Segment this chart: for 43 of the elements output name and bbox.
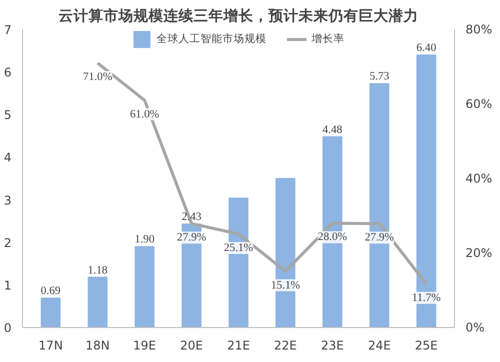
data-label: 2.43: [182, 211, 202, 224]
data-label: 71.0%: [83, 71, 113, 84]
x-tick-label: 18N: [86, 338, 110, 352]
y2-tick-label: 60%: [466, 97, 492, 111]
bar: [88, 276, 108, 328]
data-label: 25.1%: [224, 242, 254, 254]
x-tick-label: 23E: [320, 338, 344, 352]
y2-tick-label: 80%: [466, 22, 492, 36]
y-tick-label: 7: [4, 23, 12, 37]
chart-title: 云计算市场规模连续三年增长，预计未来仍有巨大潜力: [58, 6, 418, 24]
y-tick-label: 0: [4, 321, 12, 335]
x-tick-label: 17N: [38, 338, 63, 352]
data-label: 28.0%: [318, 231, 348, 244]
x-tick-label: 25E: [414, 338, 438, 352]
x-tick-label: 22E: [274, 338, 297, 352]
x-tick-label: 24E: [368, 338, 391, 352]
data-label: 5.73: [369, 70, 390, 83]
data-label: 0.69: [40, 285, 61, 298]
legend-label: 增长率: [312, 32, 344, 46]
legend-label: 全球人工智能市场规模: [156, 32, 266, 46]
data-label: 11.7%: [412, 292, 442, 304]
x-tick-label: 20E: [180, 338, 203, 352]
data-label: 27.9%: [176, 232, 207, 244]
y2-tick-label: 0%: [466, 320, 485, 334]
data-label: 1.90: [134, 234, 155, 246]
y2-tick-label: 20%: [466, 246, 492, 260]
data-label: 27.9%: [364, 232, 395, 244]
y-tick-label: 5: [4, 108, 12, 122]
y-tick-label: 6: [4, 66, 12, 80]
y-tick-label: 4: [4, 150, 12, 165]
x-tick-label: 19E: [133, 338, 156, 352]
data-label: 6.40: [416, 42, 437, 54]
bar: [134, 246, 154, 328]
data-label: 4.48: [322, 124, 343, 136]
y-tick-label: 1: [4, 278, 12, 292]
data-label: 1.18: [88, 264, 108, 276]
x-tick-label: 21E: [227, 338, 250, 352]
y-tick-label: 3: [4, 193, 12, 208]
data-label: 15.1%: [270, 279, 301, 292]
y2-tick-label: 40%: [466, 172, 492, 186]
bar: [40, 298, 61, 328]
data-label: 61.0%: [130, 108, 160, 120]
y-tick-label: 2: [4, 236, 12, 250]
